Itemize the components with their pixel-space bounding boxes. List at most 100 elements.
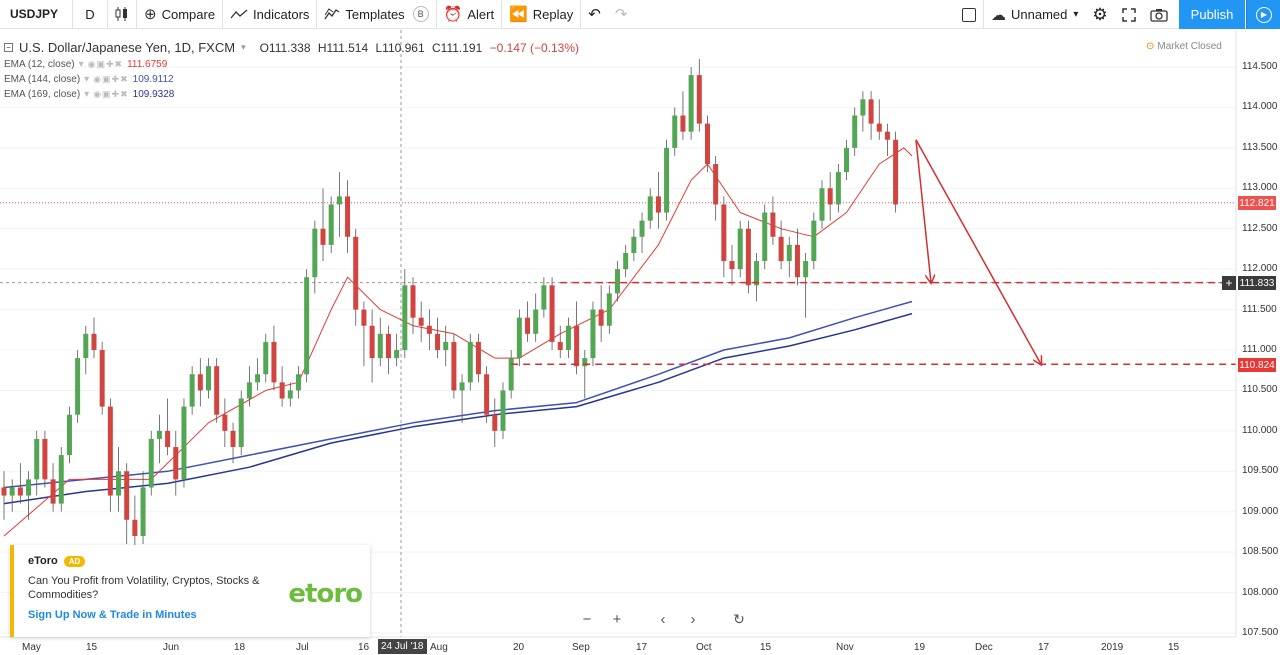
settings-button[interactable]: ⚙ [1085,0,1114,29]
indicator-row[interactable]: EMA (12, close) ▾ ◉▣✚✖ 111.6759 [4,59,583,70]
candle [435,317,441,359]
ema144-line [3,300,913,489]
reset-chart-button[interactable]: ↻ [727,607,751,631]
chart-grid [0,30,1236,637]
nav-spacer [635,607,645,631]
replay-button[interactable]: ⏪ Replay [502,0,580,29]
candle [484,366,490,423]
zoom-out-button[interactable]: − [575,607,599,631]
candle [852,107,858,156]
symbol-title[interactable]: U.S. Dollar/Japanese Yen, 1D, FXCM [19,40,236,55]
snapshot-button[interactable] [1143,0,1175,29]
candle [99,341,105,415]
compare-button[interactable]: ⊕ Compare [137,0,222,29]
candle [402,269,408,359]
undo-button[interactable]: ↶ [581,0,608,29]
collapse-icon[interactable]: − [4,43,13,52]
templates-icon [324,8,340,20]
indicators-button[interactable]: Indicators [223,0,316,29]
price-axis-label: 109.500 [1242,465,1279,477]
chart-legend: − U.S. Dollar/Japanese Yen, 1D, FXCM ▾ O… [4,40,583,100]
chevron-down-icon[interactable]: ▾ [241,42,246,52]
zoom-in-button[interactable]: + [605,607,629,631]
price-axis-label: 108.500 [1242,546,1279,558]
candle [639,212,645,253]
ohlc-values: O111.338 H111.514 L110.961 C111.191 −0.1… [260,41,583,55]
chevron-right-icon: › [690,610,696,628]
etoro-ad[interactable]: eToro AD Can You Profit from Volatility,… [10,545,370,637]
indicator-actions-icon[interactable]: ◉▣✚✖ [93,74,129,84]
chevron-down-icon: ▾ [84,89,90,100]
candle [680,91,686,140]
ad-brand: eToro [28,555,58,567]
candle [271,325,277,391]
compare-label: Compare [161,6,216,22]
candle [83,325,89,375]
candle [590,301,596,367]
etoro-logo: etoro [288,579,363,609]
indicator-label: EMA (12, close) [4,59,75,70]
indicator-row[interactable]: EMA (144, close) ▾ ◉▣✚✖ 109.9112 [4,74,583,85]
minus-icon: − [582,610,592,628]
chart-navigation: − + ‹ › ↻ [575,607,751,631]
fullscreen-button[interactable] [1115,0,1143,29]
ema-lines [3,147,913,537]
candle [222,398,228,448]
candle [304,269,310,383]
candle [34,430,40,496]
candle [655,172,661,229]
alert-button[interactable]: ⏰ Alert [437,0,501,29]
candle [884,123,890,156]
date-axis-label: Nov [836,642,854,653]
price-chart[interactable] [0,30,1280,655]
date-axis-label: 20 [513,642,525,653]
candle [860,91,866,132]
layout-menu[interactable]: ☁ Unnamed ▾ [984,0,1085,29]
indicator-actions-icon[interactable]: ◉▣✚✖ [87,59,124,69]
gear-icon: ⚙ [1092,4,1108,24]
candle [9,479,15,512]
candle [770,196,776,245]
candle [778,220,784,270]
indicators-label: Indicators [253,6,310,22]
plus-icon: + [612,610,622,628]
chart-style-button[interactable] [108,0,136,29]
drawings [511,139,1236,364]
candle [140,471,146,545]
crosshair-plus-icon[interactable]: + [1222,276,1236,290]
candle [132,495,138,553]
redo-button[interactable]: ↷ [608,0,635,29]
close-value: C111.191 [432,40,483,55]
crosshair-date-badge: 24 Jul '18 [378,639,427,654]
publish-button[interactable]: Publish [1179,0,1245,29]
chevron-down-icon: ▾ [78,59,84,70]
scroll-left-button[interactable]: ‹ [651,607,675,631]
candle [525,301,531,342]
interval-button[interactable]: D [85,6,95,22]
indicator-row[interactable]: EMA (169, close) ▾ ◉▣✚✖ 109.9328 [4,89,583,100]
candle [786,236,792,278]
date-axis-label: Sep [572,642,590,653]
date-axis-label: Dec [975,642,993,653]
candle [345,180,351,253]
candle [541,277,547,318]
arrow-to-target [915,139,1041,364]
candle [255,358,261,391]
ad-tag: AD [63,555,86,567]
date-axis-label: 19 [914,642,926,653]
symbol-search[interactable]: USDJPY [10,7,59,21]
publish-menu-button[interactable]: ▶ [1246,0,1280,29]
candle [214,358,220,423]
ad-link[interactable]: Sign Up Now & Trade in Minutes [28,609,197,621]
candle [459,374,465,423]
candle [451,333,457,399]
candle [893,131,899,213]
candle [312,220,318,294]
ad-header: eToro AD [28,555,356,567]
scroll-right-button[interactable]: › [681,607,705,631]
fullscreen-toggle[interactable] [955,0,983,29]
templates-button[interactable]: Templates B [317,0,435,29]
indicator-actions-icon[interactable]: ◉▣✚✖ [93,89,129,99]
high-value: H111.514 [317,40,369,55]
candle [124,463,130,545]
